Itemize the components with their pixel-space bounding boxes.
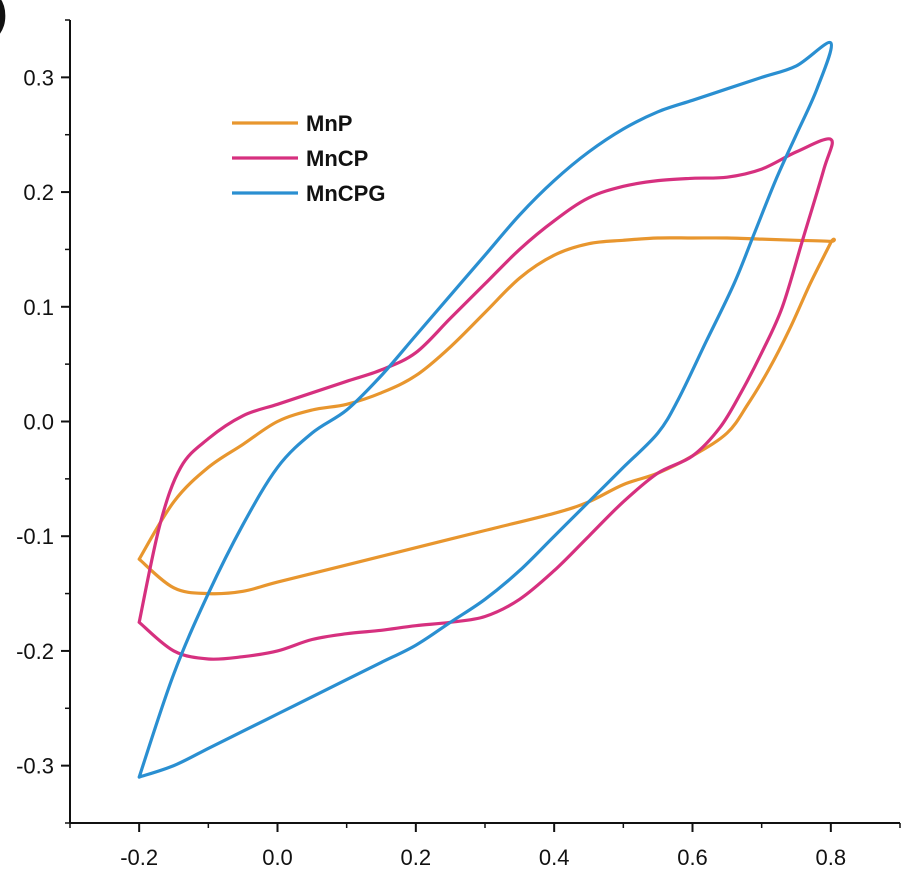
plot-frame	[69, 20, 900, 824]
series-line-mncpg	[137, 40, 834, 779]
panel-label: )	[0, 0, 7, 35]
series-layer	[137, 40, 836, 779]
series-line-mncp	[137, 137, 834, 661]
x-tick-label: -0.2	[120, 845, 158, 870]
legend-label-mncpg: MnCPG	[306, 181, 385, 206]
legend-label-mnp: MnP	[306, 111, 352, 136]
y-tick-label: 0.3	[23, 65, 54, 90]
x-tick-label: 0.2	[401, 845, 432, 870]
x-tick-label: 0.0	[262, 845, 293, 870]
series-line-mnp	[137, 236, 836, 596]
x-tick-label: 0.4	[539, 845, 570, 870]
y-tick-label: 0.2	[23, 180, 54, 205]
y-tick-label: -0.2	[16, 639, 54, 664]
y-tick-label: 0.0	[23, 410, 54, 435]
x-tick-label: 0.8	[816, 845, 847, 870]
y-tick-label: 0.1	[23, 295, 54, 320]
y-tick-label: -0.1	[16, 524, 54, 549]
legend: MnP MnCP MnCPG	[232, 111, 385, 206]
y-tick-label: -0.3	[16, 754, 54, 779]
legend-label-mncp: MnCP	[306, 146, 368, 171]
y-axis: -0.3 -0.2 -0.1 0.0 0.1 0.2 0.3	[16, 19, 70, 824]
x-tick-label: 0.6	[677, 845, 708, 870]
x-axis: -0.2 0.0 0.2 0.4 0.6 0.8	[69, 823, 901, 870]
